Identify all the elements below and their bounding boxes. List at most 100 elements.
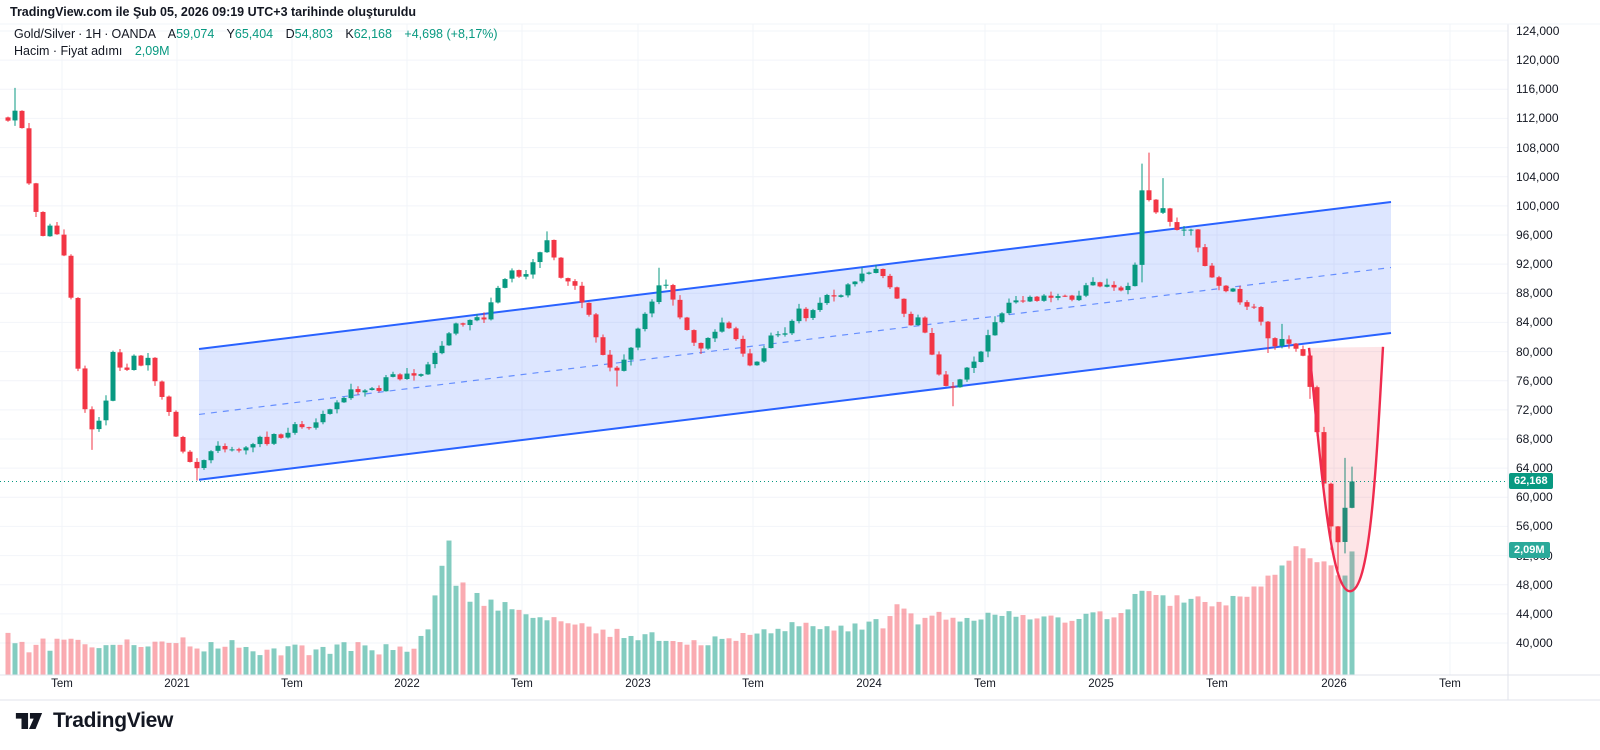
- candle-body: [1342, 507, 1348, 542]
- volume-bar: [446, 540, 452, 675]
- candle-body: [859, 273, 865, 282]
- candle-body: [1230, 288, 1236, 292]
- channel-mid-line: [198, 266, 1392, 416]
- volume-bar: [579, 623, 585, 675]
- volume-bar: [229, 640, 235, 675]
- candle-body: [600, 337, 606, 355]
- volume-bar: [1300, 548, 1306, 675]
- candle-body: [747, 353, 753, 366]
- candle-body: [943, 374, 949, 386]
- candle-body: [348, 389, 354, 399]
- volume-bar: [992, 614, 998, 675]
- price-tick-label: 108,000: [1516, 140, 1560, 155]
- volume-bar: [1027, 619, 1033, 675]
- candle-body: [82, 368, 88, 410]
- volume-bar: [761, 629, 767, 675]
- candle-body: [880, 268, 886, 277]
- volume-bar: [236, 647, 242, 675]
- price-tick-label: 92,000: [1516, 257, 1553, 272]
- time-tick-label: 2023: [625, 678, 651, 690]
- candle-body: [1132, 264, 1138, 287]
- candle-body: [19, 110, 25, 129]
- volume-bar: [1202, 601, 1208, 675]
- volume-bar: [180, 637, 186, 675]
- candle-body: [285, 432, 291, 438]
- candle-body: [173, 411, 179, 437]
- candle-body: [453, 323, 459, 334]
- volume-bar: [1034, 618, 1040, 675]
- volume-bar: [740, 633, 746, 675]
- volume-bar: [1167, 605, 1173, 675]
- volume-bar: [1160, 595, 1166, 675]
- candle-body: [684, 317, 690, 330]
- volume-bar: [1041, 616, 1047, 675]
- candle-body: [460, 323, 466, 325]
- channel-top-line: [198, 201, 1392, 351]
- volume-bar: [54, 638, 60, 675]
- candle-body: [1006, 302, 1012, 314]
- candle-body: [516, 270, 522, 277]
- candle-body: [439, 345, 445, 354]
- volume-bar: [1286, 560, 1292, 675]
- volume-bar: [1314, 562, 1320, 675]
- tradingview-logo-icon[interactable]: [14, 708, 44, 733]
- volume-bar: [159, 641, 165, 675]
- candle-body: [103, 400, 109, 421]
- candle-body: [1027, 296, 1033, 302]
- candle-body: [187, 451, 193, 462]
- ohlc-low: D54,803: [285, 27, 333, 41]
- candle-body: [950, 386, 956, 388]
- volume-bar: [460, 582, 466, 675]
- candle-body: [866, 272, 872, 274]
- volume-bar: [558, 621, 564, 675]
- candle-body: [502, 279, 508, 288]
- volume-bar: [117, 644, 123, 675]
- candle-body: [1223, 285, 1229, 292]
- volume-bar: [607, 636, 613, 675]
- candle-body: [397, 374, 403, 380]
- volume-bar: [999, 615, 1005, 675]
- candle-body: [698, 342, 704, 349]
- candle-body: [418, 374, 424, 376]
- volume-bar: [733, 640, 739, 675]
- volume-bar: [1209, 606, 1215, 675]
- volume-bar: [362, 645, 368, 675]
- candle-body: [54, 225, 60, 235]
- candle-body: [992, 322, 998, 336]
- candle-body: [1153, 199, 1159, 213]
- candle-body: [1034, 296, 1040, 301]
- candle-body: [1272, 338, 1278, 347]
- volume-bar: [306, 655, 312, 675]
- tradingview-wordmark[interactable]: TradingView: [53, 708, 174, 732]
- candle-body: [1118, 287, 1124, 291]
- volume-bar: [754, 633, 760, 675]
- candle-body: [425, 364, 431, 375]
- ohlc-high: Y65,404: [226, 27, 274, 41]
- price-tick-label: 56,000: [1516, 519, 1553, 534]
- volume-bar: [1321, 561, 1327, 675]
- volume-bar: [1237, 596, 1243, 675]
- candle-body: [663, 284, 669, 286]
- candle-body: [1286, 339, 1292, 344]
- candle-body: [222, 446, 228, 450]
- volume-bar: [852, 623, 858, 675]
- price-tick-label: 68,000: [1516, 432, 1553, 446]
- candle-body: [1293, 343, 1299, 349]
- symbol-title: Gold/Silver · 1H · OANDA: [14, 27, 156, 41]
- volume-bar: [1265, 575, 1271, 675]
- candle-body: [334, 402, 340, 410]
- volume-bar: [131, 645, 137, 675]
- candle-body: [649, 301, 655, 314]
- candle-body: [810, 310, 816, 318]
- volume-bar: [677, 642, 683, 675]
- volume-bar: [1090, 612, 1096, 675]
- volume-bar: [481, 605, 487, 675]
- volume-bar: [187, 646, 193, 675]
- price-tick-label: 48,000: [1516, 577, 1553, 592]
- volume-bar: [1188, 598, 1194, 675]
- volume-bar: [33, 644, 39, 675]
- volume-bar: [796, 626, 802, 675]
- volume-bar: [684, 644, 690, 675]
- change-value: +4,698 (+8,17%): [404, 27, 498, 41]
